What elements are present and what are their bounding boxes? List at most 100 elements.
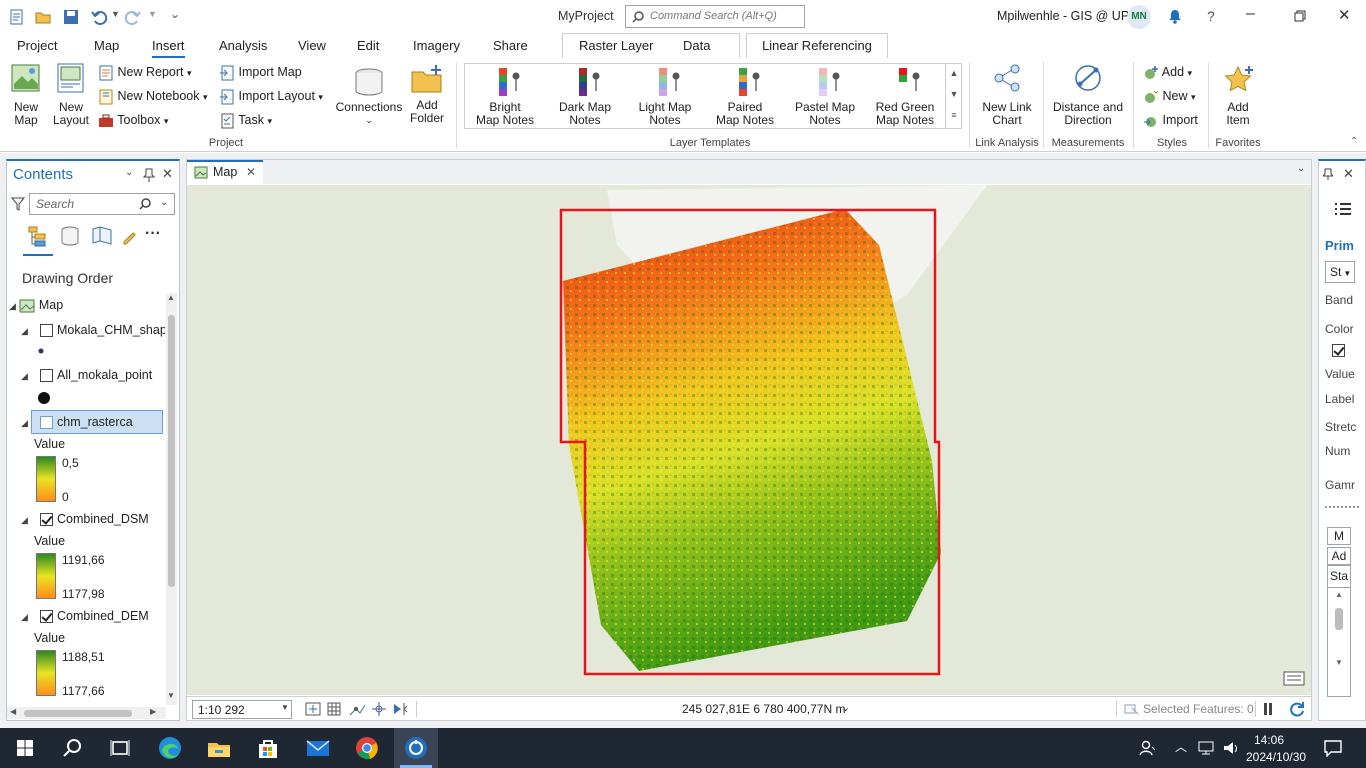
taskbar-clock-date[interactable]: 2024/10/30	[1246, 750, 1307, 764]
new-map-button[interactable]: New Map	[6, 62, 46, 127]
contents-search-input[interactable]: Search	[36, 197, 75, 211]
collapse-icon[interactable]: ◢	[21, 612, 28, 622]
layer-row[interactable]: ◢	[21, 605, 28, 627]
renderer-dropdown[interactable]: St ▼	[1325, 261, 1355, 283]
horizontal-scrollbar[interactable]: ◀ ▶	[7, 707, 166, 719]
connections-button[interactable]: Connections ⌄	[334, 66, 404, 127]
gallery-scroll[interactable]: ▲ ▼ ≡	[945, 63, 962, 129]
taskbar-clock-time[interactable]: 14:06	[1253, 733, 1285, 747]
tab-list-icon[interactable]: ⌄	[1297, 163, 1306, 174]
scrollbar-thumb[interactable]	[168, 315, 175, 587]
map-document-tab[interactable]: Map ✕	[187, 160, 263, 184]
tab-imagery[interactable]: Imagery	[413, 38, 460, 53]
layer-name[interactable]: Combined_DSM	[57, 512, 149, 526]
pane-options-icon[interactable]: ⌄	[125, 167, 134, 178]
save-icon[interactable]	[62, 8, 80, 26]
add-item-button[interactable]: Add Item	[1214, 64, 1262, 127]
signed-in-user[interactable]: Mpilwenhle - GIS @ UP	[997, 9, 1130, 23]
add-folder-button[interactable]: Add Folder	[406, 64, 448, 125]
action-center-icon[interactable]	[1323, 739, 1343, 757]
styles-import-button[interactable]: Import	[1143, 110, 1198, 130]
styles-new-button[interactable]: New ▾	[1143, 86, 1196, 106]
tab-linear-referencing[interactable]: Linear Referencing	[746, 33, 888, 58]
advanced-button[interactable]: Ad	[1327, 547, 1351, 565]
mail-icon[interactable]	[304, 734, 332, 762]
scale-dropdown-icon[interactable]: ▼	[281, 703, 289, 712]
undo-icon[interactable]	[90, 8, 108, 26]
close-pane-icon[interactable]: ✕	[162, 166, 173, 181]
layer-row[interactable]: ◢	[21, 319, 28, 341]
layer-template-button[interactable]: Dark Map Notes	[552, 66, 618, 127]
selected-features-count[interactable]: Selected Features: 0	[1143, 702, 1254, 716]
layer-visibility-checkbox[interactable]	[40, 610, 53, 623]
layer-row[interactable]: ◢	[21, 508, 28, 530]
filter-icon[interactable]	[11, 196, 25, 212]
list-by-editing-icon[interactable]	[121, 229, 137, 245]
styles-add-button[interactable]: Add ▾	[1143, 62, 1192, 82]
layer-template-button[interactable]: Paired Map Notes	[712, 66, 778, 127]
customize-quick-access-icon[interactable]: ⌄	[170, 7, 181, 21]
color-ramp-swatch[interactable]	[36, 553, 56, 599]
new-layout-button[interactable]: New Layout	[48, 62, 94, 127]
collapse-icon[interactable]: ◢	[21, 515, 28, 525]
layer-visibility-checkbox[interactable]	[40, 324, 53, 337]
layer-name[interactable]: All_mokala_point	[57, 368, 153, 382]
tab-analysis[interactable]: Analysis	[219, 38, 268, 53]
list-by-selection-icon[interactable]	[91, 225, 113, 247]
task-view-icon[interactable]	[106, 734, 134, 762]
volume-icon[interactable]	[1222, 740, 1240, 756]
color-ramp-swatch[interactable]	[36, 456, 56, 502]
distance-direction-button[interactable]: Distance and Direction	[1050, 62, 1126, 127]
contents-search-box[interactable]: Search ⌄	[29, 193, 175, 215]
command-search-input[interactable]: Command Search (Alt+Q)	[650, 10, 777, 22]
chrome-icon[interactable]	[353, 734, 381, 762]
mask-button[interactable]: M	[1327, 527, 1351, 545]
vertical-scrollbar[interactable]: ▲ ▼	[166, 293, 177, 705]
new-project-icon[interactable]	[8, 8, 26, 26]
coordinate-format-dropdown-icon[interactable]: ⌄	[841, 702, 851, 714]
map-node[interactable]: ◢ Map	[9, 294, 63, 316]
network-icon[interactable]	[1198, 740, 1216, 756]
layer-visibility-checkbox[interactable]	[40, 369, 53, 382]
user-avatar[interactable]: MN	[1127, 5, 1151, 29]
map-notification-icon[interactable]	[1283, 669, 1305, 687]
layer-template-button[interactable]: Pastel Map Notes	[792, 66, 858, 127]
open-project-icon[interactable]	[34, 8, 52, 26]
tab-edit[interactable]: Edit	[357, 38, 380, 53]
more-options-icon[interactable]: ···	[145, 225, 161, 242]
tab-data[interactable]: Data	[683, 38, 711, 53]
restore-icon[interactable]	[1294, 10, 1306, 22]
fixed-zoom-icon[interactable]	[305, 702, 321, 716]
search-dropdown-icon[interactable]: ⌄	[160, 197, 169, 208]
layer-row[interactable]: ◢	[21, 411, 28, 433]
tab-view[interactable]: View	[298, 38, 326, 53]
collapse-icon[interactable]: ◢	[21, 371, 28, 381]
tab-share[interactable]: Share	[493, 38, 528, 53]
people-icon[interactable]	[1138, 739, 1156, 757]
collapse-icon[interactable]: ◢	[21, 326, 28, 336]
layer-template-button[interactable]: Light Map Notes	[632, 66, 698, 127]
windows-start-icon[interactable]	[11, 734, 39, 762]
import-layout-button[interactable]: Import Layout ▾	[219, 86, 323, 106]
layer-visibility-checkbox[interactable]	[40, 513, 53, 526]
new-notebook-button[interactable]: New Notebook ▾	[98, 86, 208, 106]
toolbox-button[interactable]: Toolbox ▾	[98, 110, 168, 130]
navigation-icon[interactable]	[392, 701, 410, 717]
close-map-tab-icon[interactable]: ✕	[246, 165, 257, 179]
pane-menu-icon[interactable]	[1333, 201, 1353, 217]
statistics-tab[interactable]: Sta	[1327, 565, 1351, 587]
scrollbar-thumb[interactable]	[24, 710, 132, 717]
layer-visibility-checkbox[interactable]	[40, 416, 53, 429]
pause-drawing-icon[interactable]	[1261, 702, 1275, 716]
new-link-chart-button[interactable]: New Link Chart	[974, 62, 1040, 127]
minimize-icon[interactable]: –	[1246, 5, 1255, 22]
help-icon[interactable]: ?	[1207, 8, 1215, 24]
undo-dropdown-icon[interactable]: ▼	[111, 9, 120, 19]
layer-name[interactable]: chm_rasterca	[57, 415, 133, 429]
pin-icon[interactable]	[1323, 168, 1333, 180]
tab-raster-layer[interactable]: Raster Layer	[579, 38, 654, 53]
import-map-button[interactable]: Import Map	[219, 62, 302, 82]
notification-bell-icon[interactable]	[1166, 7, 1184, 25]
file-explorer-icon[interactable]	[205, 734, 233, 762]
layer-template-button[interactable]: Bright Map Notes	[472, 66, 538, 127]
